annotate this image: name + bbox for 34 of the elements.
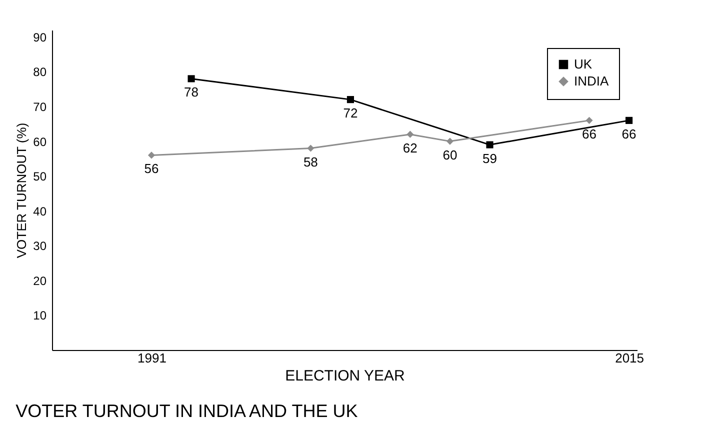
data-label: 66 xyxy=(622,126,636,142)
data-label: 59 xyxy=(482,150,497,166)
x-axis-title: ELECTION YEAR xyxy=(285,368,406,384)
data-label: 66 xyxy=(582,126,596,142)
y-tick-label: 70 xyxy=(33,100,47,114)
data-label: 60 xyxy=(442,147,458,162)
point xyxy=(446,138,454,145)
text: VOTER TURNOUT IN INDIA AND THE UK xyxy=(16,401,358,421)
point xyxy=(586,116,593,124)
point xyxy=(346,96,354,104)
point xyxy=(486,141,494,148)
x-tick-label: 2015 xyxy=(615,350,644,366)
legend-label: INDIA xyxy=(574,74,609,88)
point xyxy=(188,75,195,82)
y-tick-label: 50 xyxy=(33,170,47,184)
y-tick-label: 40 xyxy=(33,204,47,218)
x-tick-label: 1991 xyxy=(138,350,166,366)
data-label: 56 xyxy=(144,161,159,176)
y-tick-label: 60 xyxy=(33,134,47,149)
data-label: 72 xyxy=(343,106,358,121)
y-tick-label: 80 xyxy=(33,65,47,80)
y-axis-title: VOTER TURNOUT (%) xyxy=(14,122,30,258)
point xyxy=(148,152,156,159)
point xyxy=(307,144,314,152)
data-label: 62 xyxy=(402,140,418,156)
y-tick-label: 10 xyxy=(33,308,47,323)
point xyxy=(406,130,414,138)
data-label: 78 xyxy=(184,84,199,100)
y-tick-label: 30 xyxy=(33,239,47,254)
legend-label: UK xyxy=(574,56,592,72)
data-label: 58 xyxy=(303,154,318,170)
point xyxy=(626,116,633,124)
y-tick-label: 90 xyxy=(33,30,47,44)
y-tick-label: 20 xyxy=(33,274,47,288)
